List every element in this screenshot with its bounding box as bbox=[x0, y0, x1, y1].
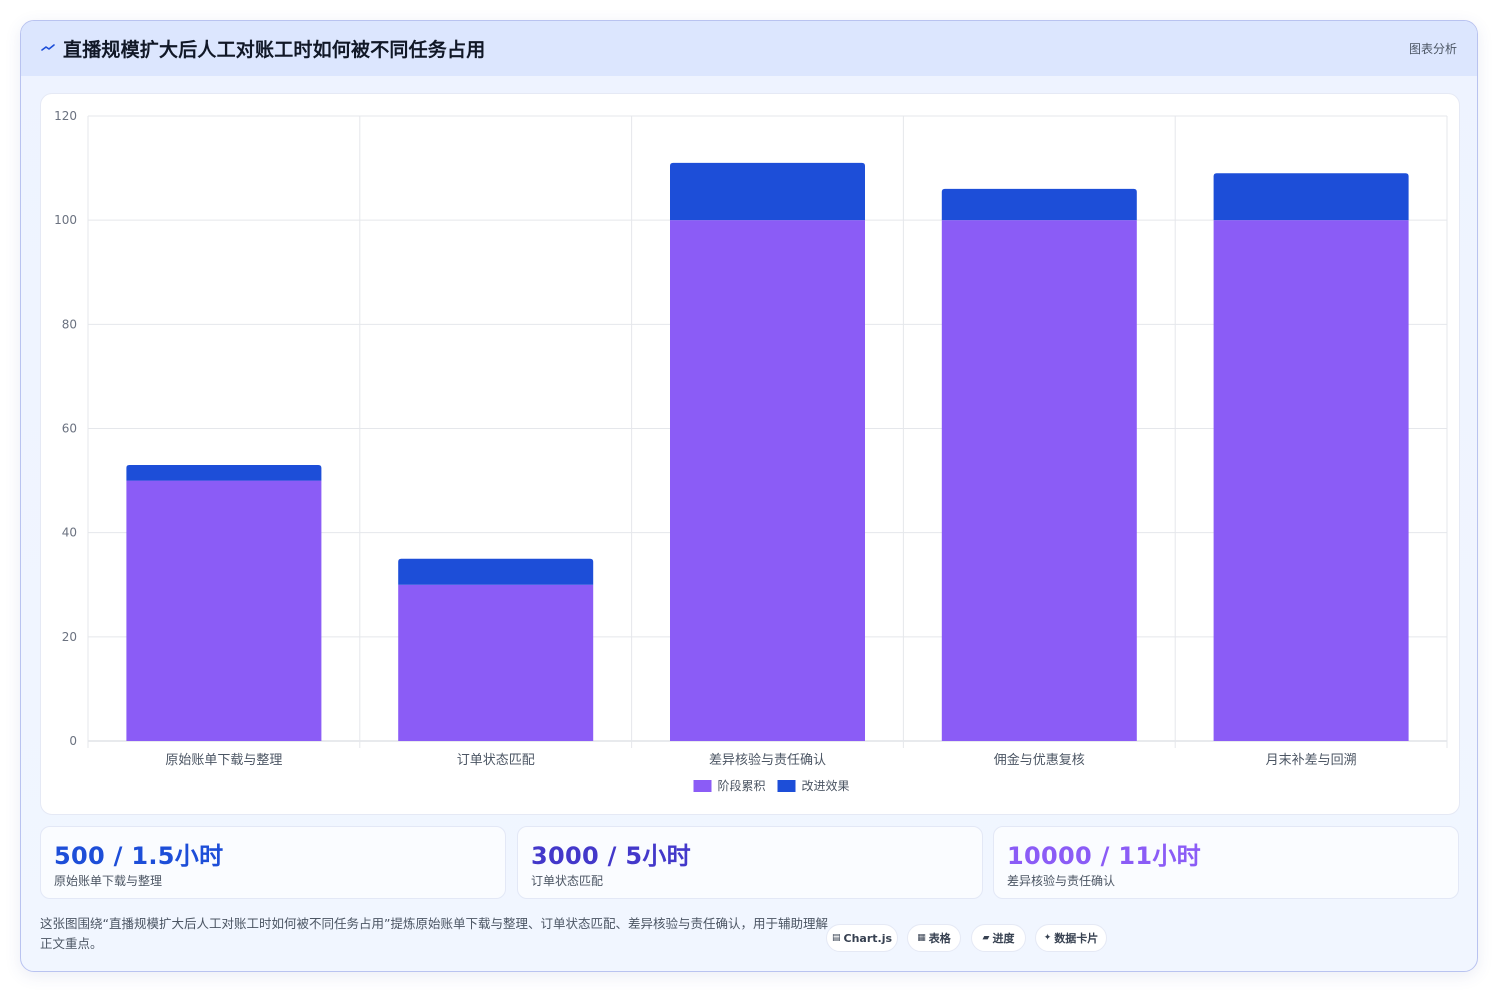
header-tag: 图表分析 bbox=[1408, 42, 1457, 56]
card-header: 直播规模扩大后人工对账工时如何被不同任务占用 图表分析 bbox=[21, 21, 1477, 76]
y-tick-label: 120 bbox=[54, 109, 77, 123]
stat-card-3: 10000 / 11小时 差异核验与责任确认 bbox=[993, 826, 1459, 899]
bar-2-5 bbox=[1213, 173, 1409, 221]
trend-icon bbox=[41, 44, 55, 51]
x-tick-label: 佣金与优惠复核 bbox=[994, 752, 1085, 768]
y-tick-label: 0 bbox=[69, 734, 77, 748]
chip-label: Chart.js bbox=[843, 931, 893, 945]
y-tick-label: 80 bbox=[62, 317, 77, 331]
chip-chartjs[interactable]: ▤ Chart.js bbox=[826, 924, 898, 952]
stat-label: 订单状态匹配 bbox=[531, 874, 604, 888]
bar-1-1 bbox=[126, 480, 322, 741]
stacked-bar-chart: 0 20 40 60 80 100 120 原始账单下载与整理 订单状态匹配 差异核验与责任确认 佣… bbox=[54, 109, 1448, 793]
sparkle-icon: ✦ bbox=[1043, 933, 1052, 943]
chart-card: 直播规模扩大后人工对账工时如何被不同任务占用 图表分析 0 20 40 60 80 100… bbox=[20, 20, 1478, 972]
bar-1-3 bbox=[670, 220, 865, 742]
chip-label: 进度 bbox=[992, 932, 1015, 945]
y-tick-label: 40 bbox=[62, 526, 77, 540]
x-tick-label: 月末补差与回溯 bbox=[1266, 752, 1357, 768]
bar-2-3 bbox=[670, 162, 865, 221]
table-icon: ▦ bbox=[917, 933, 926, 943]
stat-value: 10000 / 11小时 bbox=[1007, 842, 1201, 870]
bar-2-1 bbox=[126, 464, 322, 481]
chart-icon: ▤ bbox=[831, 933, 841, 943]
legend-swatch bbox=[693, 780, 712, 792]
stat-value: 500 / 1.5小时 bbox=[54, 842, 224, 870]
bar-1-5 bbox=[1213, 220, 1409, 742]
bar-2-2 bbox=[398, 558, 594, 585]
progress-icon: ▰ bbox=[982, 933, 990, 943]
y-tick-label: 100 bbox=[54, 213, 77, 227]
bar-1-4 bbox=[941, 220, 1137, 742]
x-tick-label: 原始账单下载与整理 bbox=[165, 753, 282, 768]
stat-label: 差异核验与责任确认 bbox=[1007, 874, 1116, 888]
legend-label: 改进效果 bbox=[802, 778, 850, 793]
chart-panel: 0 20 40 60 80 100 120 原始账单下载与整理 订单状态匹配 差异核验与责任确认 佣… bbox=[40, 93, 1460, 815]
footer-description: 这张图围绕“直播规模扩大后人工对账工时如何被不同任务占用”提炼原始账单下载与整理… bbox=[40, 916, 828, 951]
x-tick-label: 差异核验与责任确认 bbox=[709, 752, 826, 768]
page-title: 直播规模扩大后人工对账工时如何被不同任务占用 bbox=[63, 39, 486, 61]
chip-progress[interactable]: ▰ 进度 bbox=[971, 924, 1026, 952]
bar-1-2 bbox=[398, 584, 594, 741]
y-tick-label: 60 bbox=[62, 422, 77, 436]
chip-table[interactable]: ▦ 表格 bbox=[907, 924, 961, 952]
y-tick-label: 20 bbox=[62, 630, 77, 644]
stat-label: 原始账单下载与整理 bbox=[54, 874, 163, 888]
chip-data-card[interactable]: ✦ 数据卡片 bbox=[1035, 924, 1107, 952]
legend-label: 阶段累积 bbox=[718, 778, 766, 793]
stat-value: 3000 / 5小时 bbox=[531, 842, 691, 870]
chip-label: 数据卡片 bbox=[1054, 932, 1099, 945]
bar-2-4 bbox=[941, 188, 1137, 221]
x-tick-label: 订单状态匹配 bbox=[457, 753, 535, 768]
legend-swatch bbox=[777, 780, 796, 792]
stat-card-1: 500 / 1.5小时 原始账单下载与整理 bbox=[40, 826, 506, 899]
stat-card-2: 3000 / 5小时 订单状态匹配 bbox=[517, 826, 983, 899]
chip-label: 表格 bbox=[928, 932, 951, 945]
